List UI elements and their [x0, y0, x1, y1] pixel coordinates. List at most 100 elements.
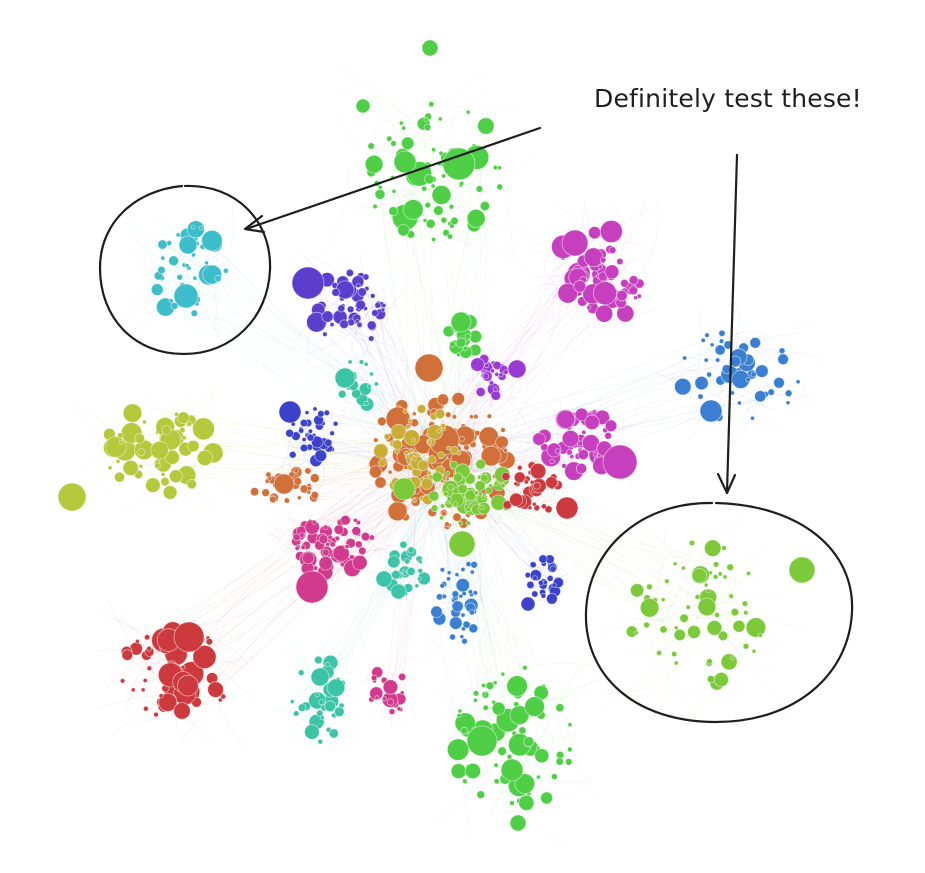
graph-node — [475, 185, 484, 193]
graph-node — [107, 465, 113, 471]
graph-node — [593, 281, 618, 306]
graph-node — [749, 336, 761, 349]
graph-node — [137, 447, 146, 457]
graph-node — [417, 459, 430, 472]
graph-node — [122, 403, 143, 423]
graph-node — [673, 660, 679, 666]
graph-node — [492, 386, 499, 392]
graph-hub-node — [442, 147, 476, 181]
graph-node — [438, 150, 444, 156]
graph-node — [628, 275, 639, 286]
graph-node — [364, 154, 384, 174]
graph-edge — [256, 481, 312, 497]
graph-node — [289, 699, 295, 704]
graph-edge — [277, 518, 330, 543]
graph-node — [595, 304, 614, 323]
graph-node — [599, 219, 623, 243]
graph-node — [633, 295, 638, 301]
graph-node — [709, 342, 715, 348]
graph-node — [524, 696, 545, 717]
graph-node — [158, 693, 164, 699]
graph-node — [598, 264, 604, 270]
graph-node — [498, 372, 504, 378]
graph-node — [452, 501, 459, 507]
graph-node — [476, 790, 486, 800]
graph-edge — [792, 380, 807, 398]
arrow-head-left — [243, 214, 266, 234]
graph-node — [297, 703, 307, 712]
graph-node — [500, 427, 506, 433]
graph-node — [386, 698, 395, 706]
graph-hub-node — [450, 311, 472, 333]
graph-node — [322, 331, 328, 337]
graph-node — [105, 435, 127, 458]
graph-edge — [480, 630, 492, 794]
graph-node — [411, 497, 417, 504]
graph-node — [457, 708, 463, 714]
graph-edge — [535, 727, 555, 799]
graph-node — [460, 612, 466, 618]
graph-edge — [329, 516, 361, 544]
graph-node — [298, 532, 305, 538]
graph-node — [757, 632, 763, 638]
core-violet — [470, 353, 527, 401]
graph-edge — [598, 660, 685, 713]
graph-node — [566, 746, 573, 753]
graph-node — [330, 712, 336, 718]
cluster-bottom-right-lime — [625, 539, 816, 691]
graph-node — [204, 260, 209, 266]
graph-node — [298, 427, 305, 434]
graph-node — [717, 630, 729, 642]
graph-edge — [647, 615, 693, 652]
graph-node — [168, 298, 174, 304]
graph-node — [751, 648, 757, 654]
graph-node — [534, 748, 550, 764]
graph-edge — [361, 429, 394, 448]
graph-node — [186, 478, 197, 490]
graph-node — [721, 545, 727, 551]
graph-edge — [669, 588, 798, 607]
graph-node — [423, 117, 429, 123]
graph-node — [117, 432, 124, 439]
graph-node — [462, 345, 468, 352]
graph-node — [217, 697, 223, 703]
graph-node — [473, 413, 479, 420]
graph-node — [314, 692, 320, 698]
graph-node — [451, 392, 466, 406]
graph-node — [449, 340, 456, 348]
graph-edge — [347, 381, 363, 392]
mid-teal — [334, 359, 379, 412]
graph-node — [795, 379, 801, 385]
graph-node — [577, 448, 589, 461]
graph-node — [492, 360, 502, 370]
graph-edge — [326, 118, 386, 255]
graph-hub-node — [273, 473, 295, 495]
graph-edge — [342, 288, 405, 331]
graph-node — [767, 388, 775, 396]
graph-node — [430, 605, 443, 619]
graph-hub-node — [788, 556, 816, 584]
cluster-bottom-teal — [289, 654, 346, 745]
graph-node — [494, 371, 500, 377]
graph-node — [381, 696, 387, 702]
graph-node — [672, 561, 678, 567]
graph-node — [497, 165, 503, 171]
graph-node — [732, 619, 746, 633]
graph-node — [323, 409, 330, 416]
graph-node — [355, 299, 366, 311]
graph-edge — [147, 387, 156, 412]
graph-node — [146, 645, 153, 652]
graph-node — [700, 337, 706, 343]
mid-orange — [250, 466, 320, 504]
graph-edge — [117, 619, 161, 657]
graph-node — [397, 223, 410, 237]
graph-node — [411, 437, 416, 443]
graph-node — [448, 204, 455, 210]
graph-node — [142, 419, 147, 425]
graph-edge — [465, 571, 478, 589]
graph-node — [566, 449, 573, 456]
graph-edge — [332, 298, 397, 363]
graph-hub-node — [509, 814, 527, 832]
graph-node — [190, 309, 198, 317]
graph-node — [555, 703, 565, 713]
